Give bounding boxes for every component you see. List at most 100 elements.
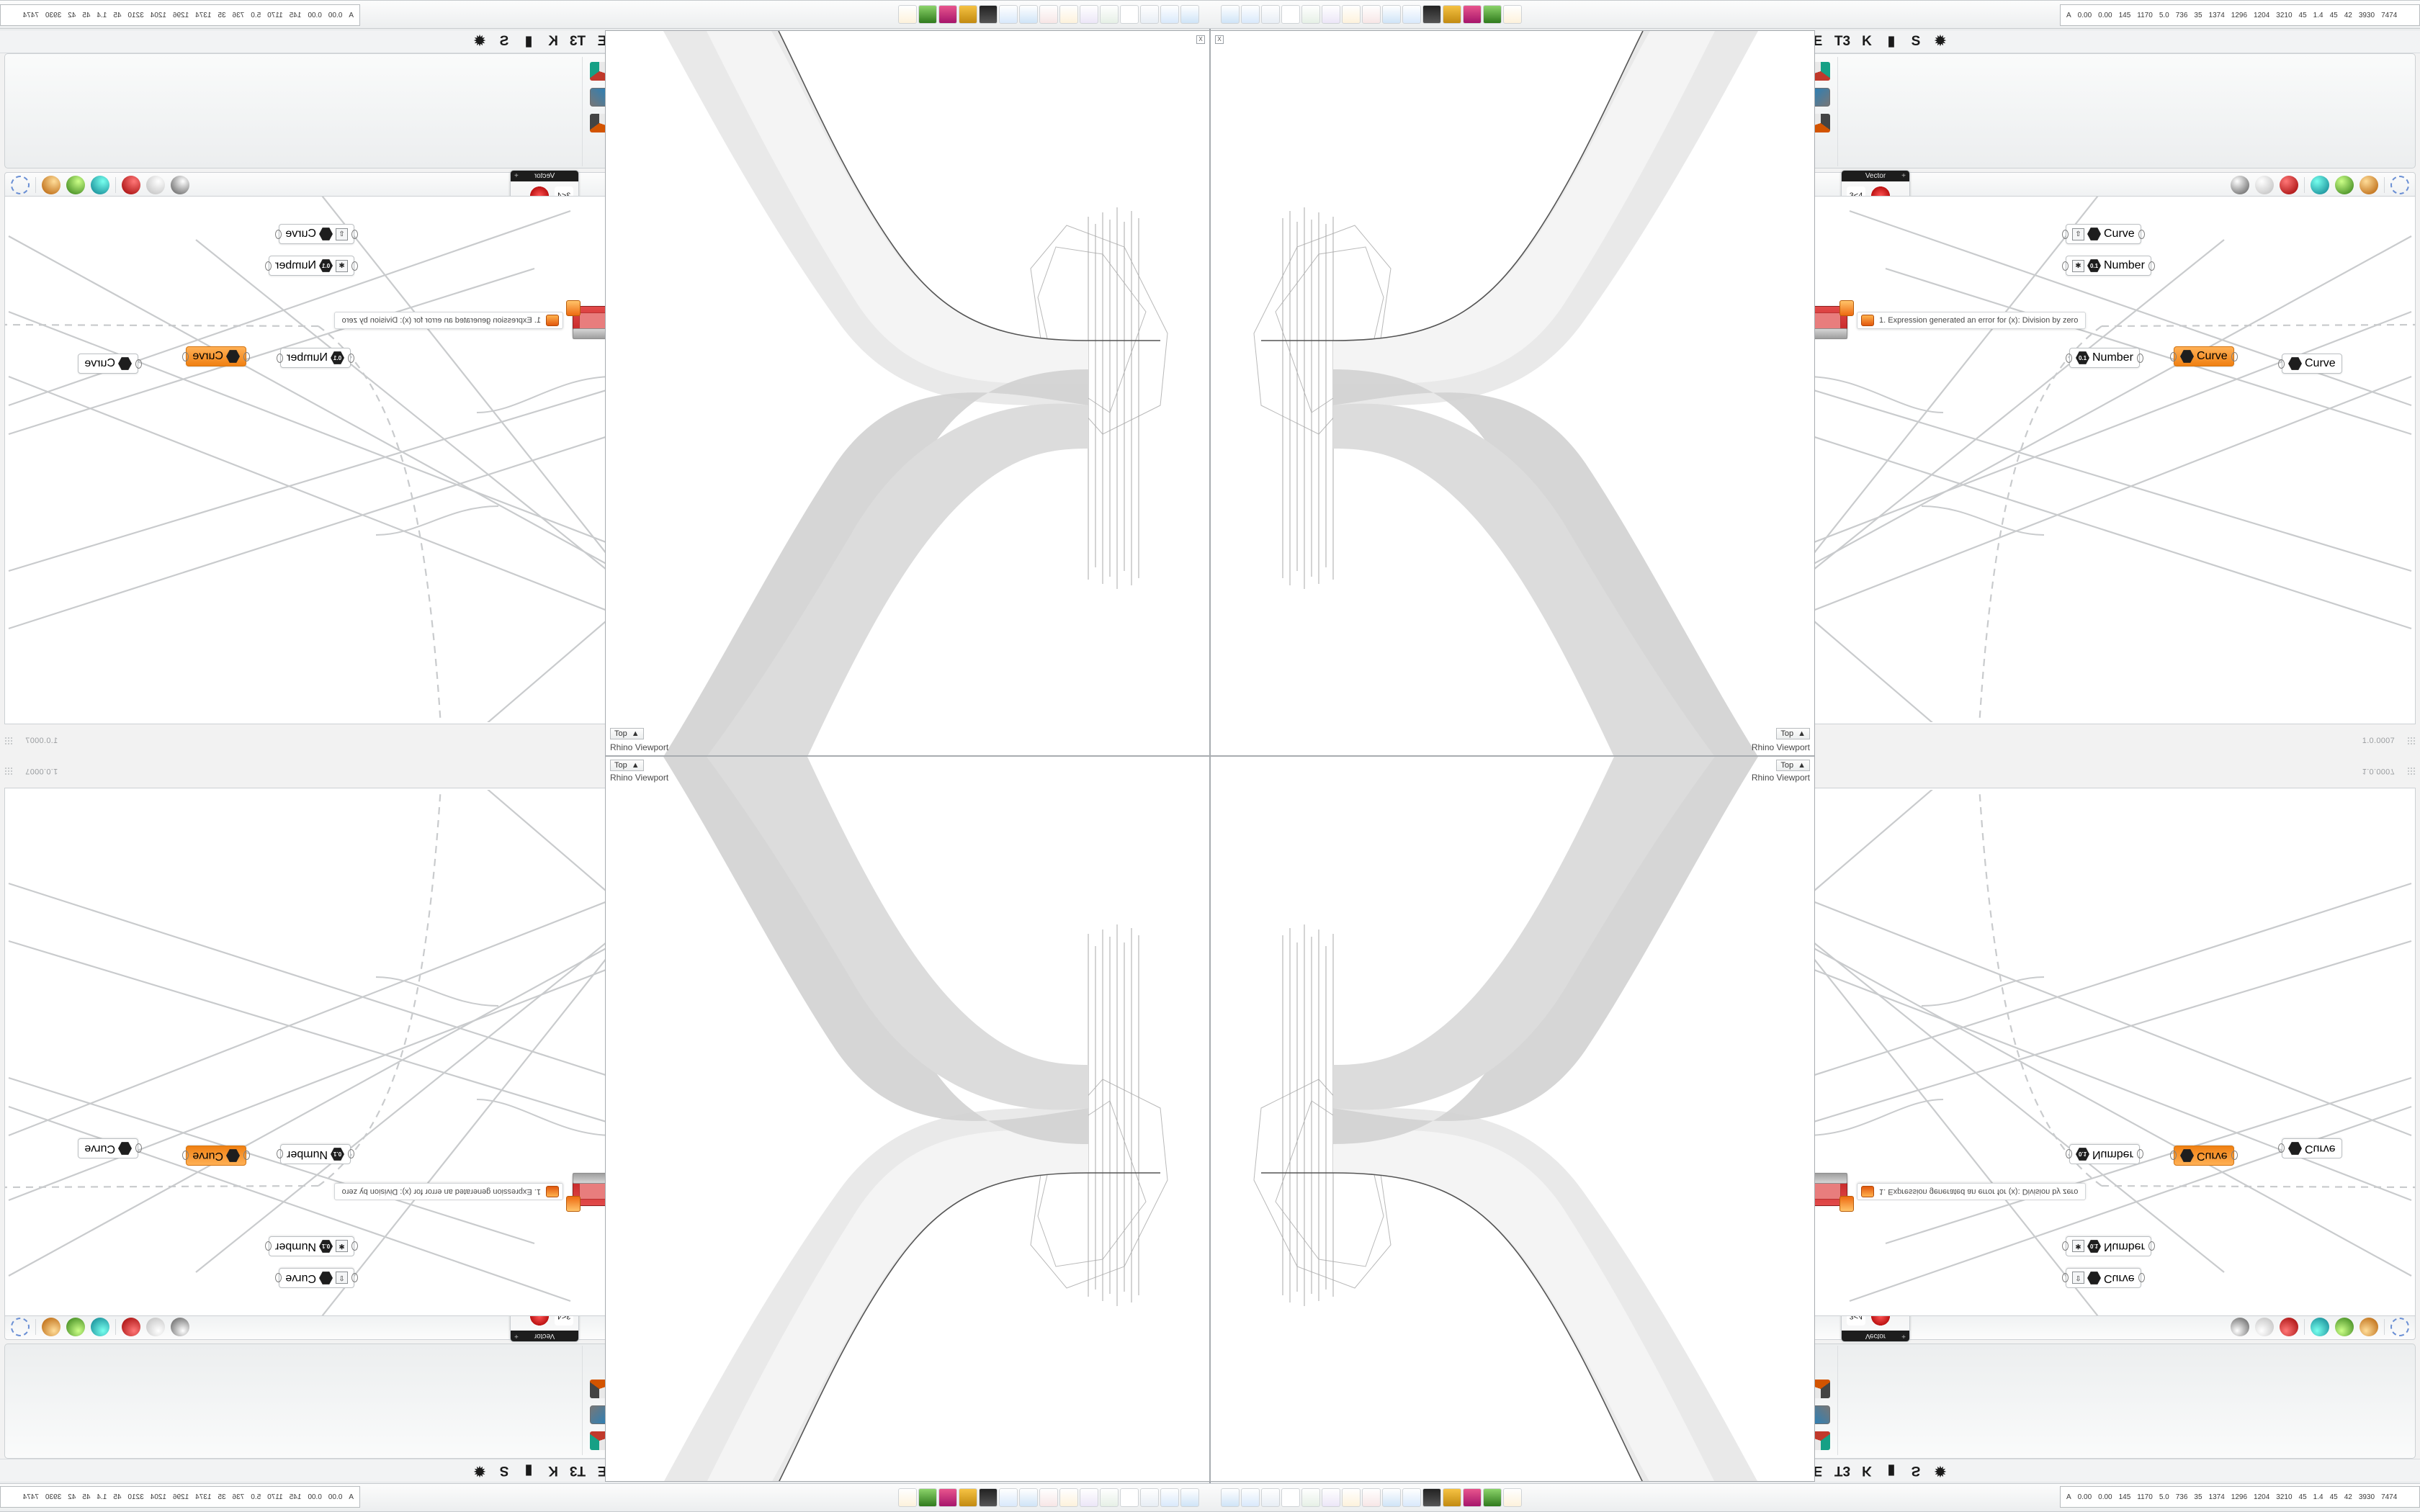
param-number-mul[interactable]: ✱ 0.1 Number [2062, 256, 2155, 276]
sphere-white-icon[interactable] [146, 1318, 165, 1336]
tab-bar-tab[interactable]: ▮ [524, 33, 533, 49]
rhino-viewport-top-left[interactable]: Top ▲ Rhino Viewport X [605, 30, 1210, 756]
sphere-grey-icon[interactable] [171, 1318, 189, 1336]
medal-icon[interactable] [1443, 5, 1461, 24]
param-curve-up[interactable]: ⇧ Curve [2062, 224, 2145, 244]
tab-bar-tab[interactable]: ▮ [1887, 1463, 1896, 1479]
doc-icon[interactable] [1019, 1488, 1038, 1507]
doc-icon[interactable] [1342, 1488, 1361, 1507]
doc-icon[interactable] [1402, 5, 1421, 24]
page-icon[interactable] [1120, 5, 1139, 24]
rhino-viewport-top-right[interactable]: Top ▲ Rhino Viewport X [1210, 30, 1815, 756]
param-curve-warn[interactable]: Curve [182, 1146, 250, 1166]
window-icon[interactable] [1221, 1488, 1240, 1507]
sphere-red-icon[interactable] [2280, 176, 2298, 194]
sphere-grey-icon[interactable] [2231, 1318, 2249, 1336]
viewport-close-icon[interactable]: X [1215, 35, 1224, 44]
sphere-grey-icon[interactable] [171, 176, 189, 194]
app-green-icon[interactable] [918, 5, 937, 24]
param-number[interactable]: 0.1 Number [2066, 1144, 2143, 1164]
resize-grip[interactable] [2407, 767, 2416, 775]
doc-icon[interactable] [1402, 1488, 1421, 1507]
win-icon[interactable] [1503, 5, 1522, 24]
tab-k-tab[interactable]: K [1862, 1463, 1872, 1479]
dashed-circle-icon[interactable] [2390, 1318, 2409, 1336]
doc-icon[interactable] [1261, 5, 1280, 24]
tab-star-tab[interactable]: ✹ [1935, 1463, 1946, 1479]
viewport-mode-combo[interactable]: Top ▲ [610, 728, 644, 739]
doc-icon[interactable] [1362, 5, 1381, 24]
param-curve-plain[interactable]: Curve [2278, 354, 2342, 374]
tab-k-tab[interactable]: K [1862, 33, 1872, 49]
tab-s-tab-5[interactable]: S [499, 1463, 509, 1479]
doc-icon[interactable] [1059, 5, 1078, 24]
tab-star-tab[interactable]: ✹ [474, 33, 485, 49]
doc-icon[interactable] [1019, 5, 1038, 24]
param-curve-up[interactable]: ⇧ Curve [275, 1268, 358, 1288]
param-curve-plain[interactable]: Curve [78, 354, 142, 374]
doc-icon[interactable] [1039, 1488, 1058, 1507]
blob-teal-icon[interactable] [91, 1318, 109, 1336]
paint-icon[interactable] [1463, 5, 1482, 24]
tab-t3-tab[interactable]: T3 [569, 33, 586, 49]
error-flag-icon[interactable] [566, 300, 581, 316]
doc-icon[interactable] [1241, 5, 1260, 24]
blob-teal-icon[interactable] [2311, 1318, 2329, 1336]
param-number-mul[interactable]: ✱ 0.1 Number [2062, 1236, 2155, 1256]
doc-icon[interactable] [1362, 1488, 1381, 1507]
doc-icon[interactable] [999, 1488, 1018, 1507]
tab-bar-tab[interactable]: ▮ [524, 1463, 533, 1479]
blob-green-icon[interactable] [66, 1318, 85, 1336]
medal-icon[interactable] [959, 1488, 977, 1507]
param-number[interactable]: 0.1 Number [277, 1144, 354, 1164]
app-icon[interactable] [1301, 5, 1320, 24]
param-curve-up[interactable]: ⇧ Curve [275, 224, 358, 244]
rhino-viewport-bottom-left[interactable]: Top ▲ Rhino Viewport [605, 756, 1210, 1482]
form-icon[interactable] [1322, 5, 1340, 24]
dark-icon[interactable] [1422, 5, 1441, 24]
window-icon[interactable] [1180, 5, 1199, 24]
blob-teal-icon[interactable] [91, 176, 109, 194]
param-curve-warn[interactable]: Curve [2170, 1146, 2238, 1166]
param-curve-warn[interactable]: Curve [2170, 346, 2238, 366]
dashed-circle-icon[interactable] [11, 176, 30, 194]
tab-k-tab[interactable]: K [548, 33, 558, 49]
param-number-mul[interactable]: ✱ 0.1 Number [265, 256, 358, 276]
doc-icon[interactable] [1342, 5, 1361, 24]
win-icon[interactable] [1503, 1488, 1522, 1507]
sphere-red-icon[interactable] [2280, 1318, 2298, 1336]
sphere-white-icon[interactable] [2255, 1318, 2274, 1336]
tab-t3-tab[interactable]: T3 [569, 1463, 586, 1479]
blob-green-icon[interactable] [66, 176, 85, 194]
app-green-icon[interactable] [918, 1488, 937, 1507]
doc-icon[interactable] [1382, 1488, 1401, 1507]
window-icon[interactable] [1180, 1488, 1199, 1507]
app-icon[interactable] [1301, 1488, 1320, 1507]
param-curve-up[interactable]: ⇧ Curve [2062, 1268, 2145, 1288]
blob-orange-icon[interactable] [42, 1318, 60, 1336]
param-number[interactable]: 0.1 Number [2066, 348, 2143, 368]
form-icon[interactable] [1080, 5, 1098, 24]
resize-grip[interactable] [2407, 737, 2416, 745]
error-flag-icon[interactable] [1839, 1196, 1854, 1212]
doc-icon[interactable] [1059, 1488, 1078, 1507]
tab-bar-tab[interactable]: ▮ [1887, 33, 1896, 49]
app-icon[interactable] [1100, 1488, 1119, 1507]
sphere-grey-icon[interactable] [2231, 176, 2249, 194]
chevron-up-icon[interactable]: ▲ [1798, 729, 1806, 738]
viewport-mode-combo[interactable]: Top ▲ [610, 760, 644, 771]
page-icon[interactable] [1281, 1488, 1300, 1507]
doc-icon[interactable] [1140, 1488, 1159, 1507]
dark-icon[interactable] [979, 1488, 998, 1507]
param-number-mul[interactable]: ✱ 0.1 Number [265, 1236, 358, 1256]
tab-s-tab-5[interactable]: S [1911, 1463, 1921, 1479]
tab-star-tab[interactable]: ✹ [1935, 33, 1946, 49]
doc-icon[interactable] [1261, 1488, 1280, 1507]
tab-t3-tab[interactable]: T3 [1834, 33, 1851, 49]
viewport-close-icon[interactable]: X [1196, 35, 1205, 44]
param-curve-plain[interactable]: Curve [78, 1138, 142, 1158]
viewport-mode-combo[interactable]: Top ▲ [1776, 760, 1810, 771]
window-icon[interactable] [1221, 5, 1240, 24]
doc-icon[interactable] [1382, 5, 1401, 24]
medal-icon[interactable] [1443, 1488, 1461, 1507]
